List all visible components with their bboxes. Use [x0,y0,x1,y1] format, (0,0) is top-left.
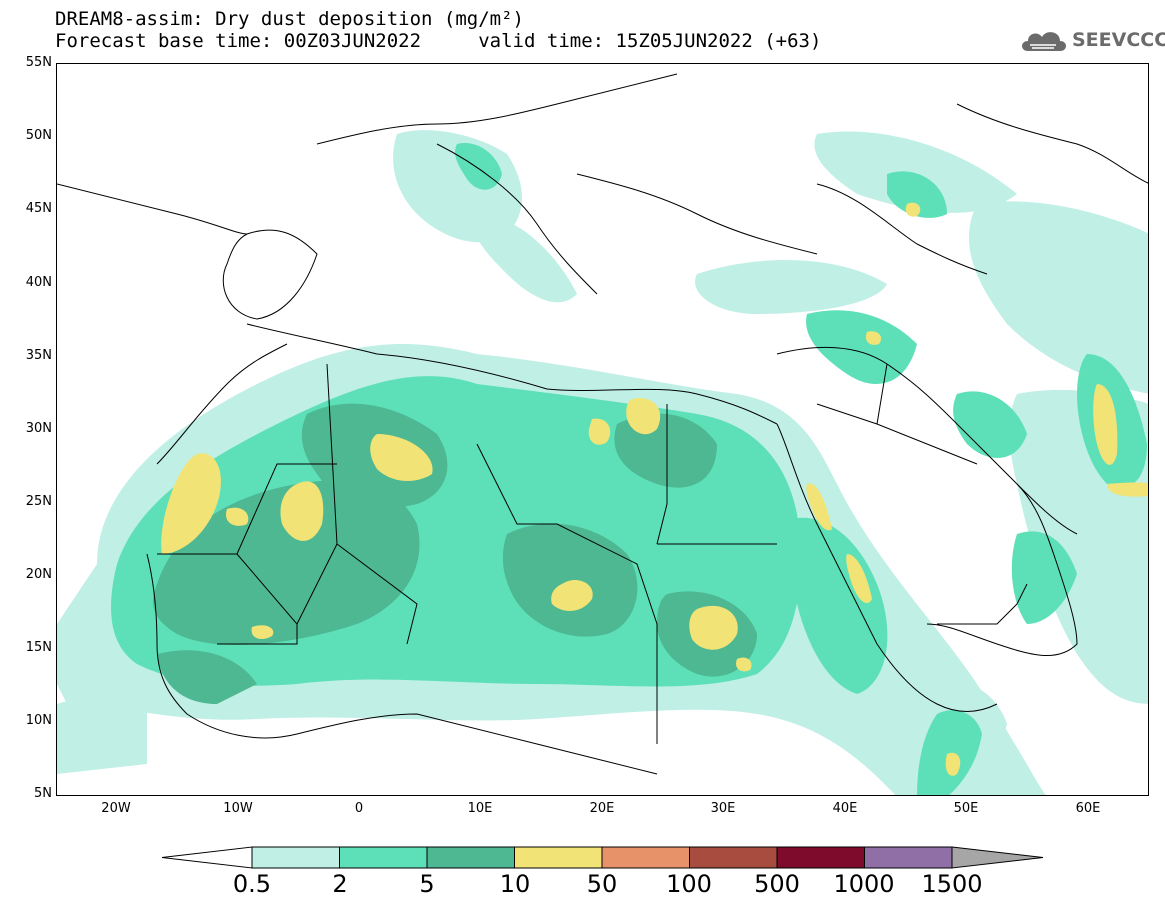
lat-label-20n: 20N [25,567,52,582]
colorbar-cell-2 [426,846,515,869]
cloud-icon [1022,32,1066,51]
lon-label-20w: 20W [101,801,131,816]
dust-deposition-map [56,63,1149,796]
colorbar-under-triangle [161,846,253,869]
colorbar-cell-4 [601,846,690,869]
colorbar-cells [161,846,1044,869]
coastlines-and-borders [57,73,1148,775]
lon-label-20e: 20E [589,801,615,816]
colorbar-cell-6 [776,846,865,869]
colorbar-label-1500: 1500 [921,870,983,898]
lat-label-45n: 45N [25,201,52,216]
lat-label-15n: 15N [25,640,52,655]
colorbar-cell-7 [864,846,953,869]
map-canvas [57,73,1148,795]
colorbar-over-triangle [951,846,1044,869]
lon-label-60e: 60E [1075,801,1101,816]
colorbar-label-1000: 1000 [833,870,895,898]
lat-label-55n: 55N [25,55,52,70]
lat-label-5n: 5N [34,786,52,801]
colorbar-label-2: 2 [332,870,348,898]
lon-label-50e: 50E [953,801,979,816]
lat-label-50n: 50N [25,128,52,143]
colorbar-cell-0 [251,846,340,869]
lon-label-10e: 10E [467,801,493,816]
lon-label-30e: 30E [710,801,736,816]
colorbar-label-50: 50 [586,870,618,898]
colorbar [161,846,1044,869]
lat-label-30n: 30N [25,421,52,436]
colorbar-label-500: 500 [754,870,800,898]
colorbar-cell-1 [339,846,428,869]
colorbar-label-5: 5 [419,870,435,898]
colorbar-label-0-5: 0.5 [232,870,272,898]
lon-label-10w: 10W [223,801,253,816]
deposition-layer-5-10 [153,403,757,704]
seevccc-logo: SEEVCCC [1018,27,1165,53]
lat-label-25n: 25N [25,494,52,509]
lon-label-40e: 40E [832,801,858,816]
colorbar-label-100: 100 [666,870,712,898]
colorbar-label-10: 10 [499,870,531,898]
lat-label-35n: 35N [25,348,52,363]
title-line-2: Forecast base time: 00Z03JUN2022 valid t… [55,30,822,52]
logo-text: SEEVCCC [1072,29,1165,51]
colorbar-cell-5 [689,846,778,869]
lat-label-10n: 10N [25,713,52,728]
deposition-layer-10-50 [161,202,1148,776]
lon-label-0: 0 [354,801,364,816]
title-line-1: DREAM8-assim: Dry dust deposition (mg/m²… [55,8,524,30]
colorbar-cell-3 [514,846,603,869]
lat-label-40n: 40N [25,275,52,290]
